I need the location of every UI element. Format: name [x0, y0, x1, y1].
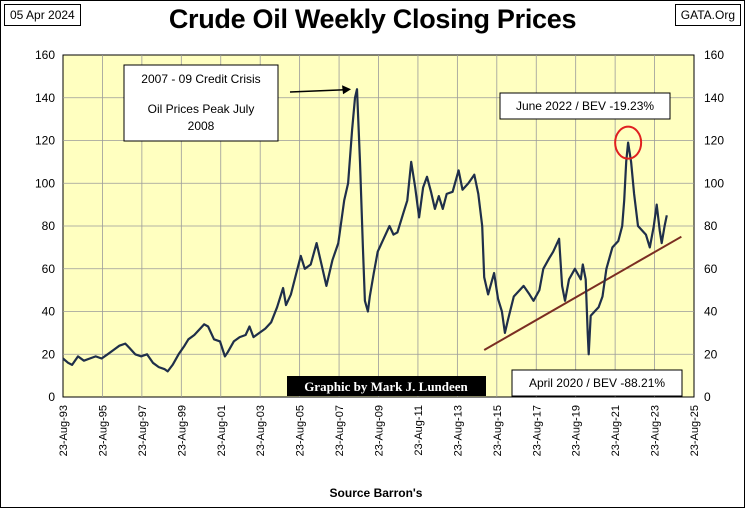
credit-crisis-text-2: Oil Prices Peak July [148, 102, 255, 116]
april-2020-text: April 2020 / BEV -88.21% [529, 376, 665, 390]
x-axis: 23-Aug-93 23-Aug-95 23-Aug-97 23-Aug-99 23-A… [58, 405, 701, 456]
y-tick-label-right: 20 [704, 347, 718, 361]
june-2022-text: June 2022 / BEV -19.23% [516, 99, 654, 113]
y-tick-label-left: 40 [42, 305, 56, 319]
credit-crisis-arrow [289, 88, 346, 93]
x-tick-label: 23-Aug-07 [334, 405, 346, 456]
x-tick-label: 23-Aug-99 [176, 405, 188, 456]
june-2022-annotation-box [499, 92, 671, 120]
y-tick-label-left: 80 [42, 219, 56, 233]
x-tick-label: 23-Aug-17 [531, 405, 543, 456]
credit-crisis-annotation-box [123, 64, 279, 142]
y-tick-label-right: 0 [704, 390, 711, 404]
x-tick-label: 23-Aug-19 [571, 405, 583, 456]
date-label: 05 Apr 2024 [4, 4, 81, 26]
y-tick-label-right: 160 [704, 48, 724, 62]
x-tick-label: 23-Aug-95 [97, 405, 109, 456]
y-tick-label-left: 100 [35, 176, 55, 190]
x-tick-label: 23-Aug-21 [610, 405, 622, 456]
y-tick-label-right: 140 [704, 91, 724, 105]
x-tick-label: 23-Aug-13 [452, 405, 464, 456]
x-axis-label: Source Barron's [330, 486, 423, 500]
y-tick-label-left: 60 [42, 262, 56, 276]
y-axis-right: 0 20 40 60 80 100 120 140 160 [704, 48, 724, 404]
arrowhead-icon [342, 85, 352, 95]
x-tick-label: 23-Aug-03 [255, 405, 267, 456]
y-tick-label-left: 140 [35, 91, 55, 105]
x-tick-label: 23-Aug-23 [650, 405, 662, 456]
y-tick-label-right: 60 [704, 262, 718, 276]
x-tick-label: 23-Aug-25 [689, 405, 701, 456]
april-2020-annotation-box [511, 369, 683, 397]
y-tick-label-left: 160 [35, 48, 55, 62]
y-tick-label-left: 0 [48, 390, 55, 404]
author-credit-box [287, 376, 486, 396]
y-tick-label-right: 80 [704, 219, 718, 233]
chart-title: Crude Oil Weekly Closing Prices [168, 4, 577, 34]
june-2022-highlight-circle [614, 125, 643, 160]
y-tick-label-right: 100 [704, 176, 724, 190]
y-tick-label-left: 120 [35, 134, 55, 148]
x-tick-label: 23-Aug-93 [58, 405, 70, 456]
x-tick-label: 23-Aug-05 [295, 405, 307, 456]
x-tick-label: 23-Aug-11 [413, 405, 425, 456]
y-tick-label-right: 40 [704, 305, 718, 319]
y-tick-label-left: 20 [42, 347, 56, 361]
y-tick-label-right: 120 [704, 134, 724, 148]
site-label: GATA.Org [674, 4, 741, 26]
y-axis-left: 0 20 40 60 80 100 120 140 160 [35, 48, 55, 404]
x-tick-label: 23-Aug-09 [374, 405, 386, 456]
credit-crisis-text-3: 2008 [188, 119, 215, 133]
trend-line [483, 235, 682, 351]
x-tick-label: 23-Aug-01 [216, 405, 228, 456]
oil-price-line [62, 88, 668, 373]
x-tick-label: 23-Aug-97 [137, 405, 149, 456]
x-tick-label: 23-Aug-15 [492, 405, 504, 456]
author-credit-text: Graphic by Mark J. Lundeen [304, 379, 468, 394]
credit-crisis-text-1: 2007 - 09 Credit Crisis [141, 72, 260, 86]
